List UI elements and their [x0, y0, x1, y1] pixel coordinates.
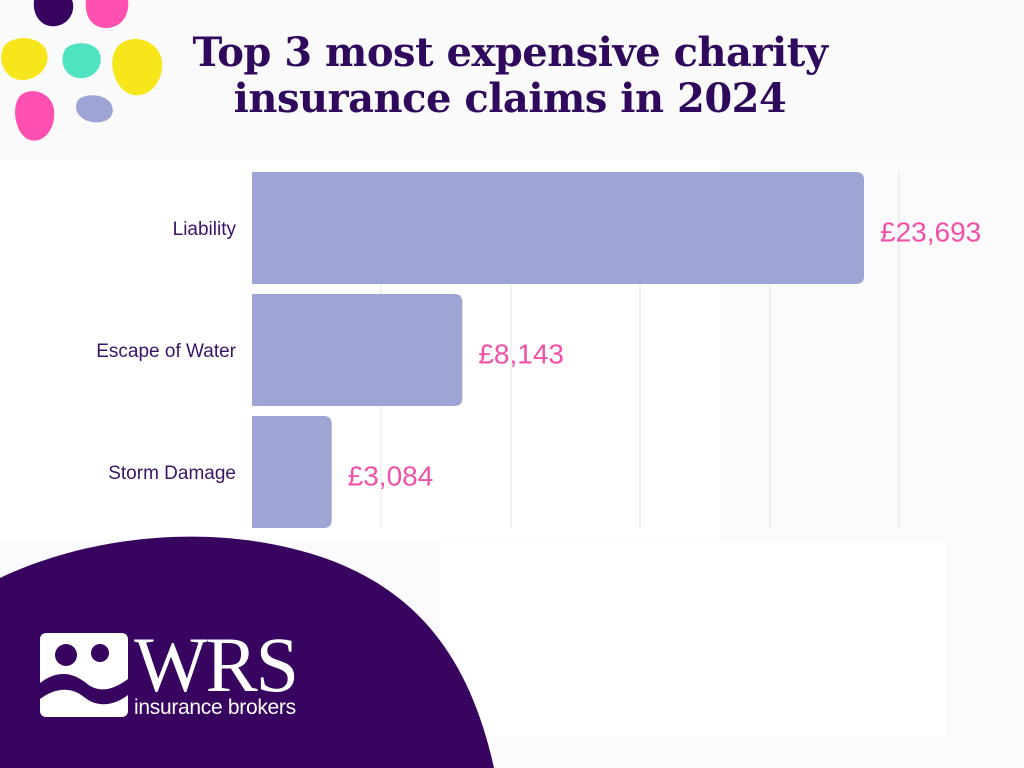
category-label: Escape of Water [96, 341, 236, 362]
confetti-blob-teal [62, 43, 101, 79]
category-label: Liability [173, 219, 237, 240]
confetti-blob-yellow [1, 38, 48, 80]
bar-liability [252, 172, 864, 284]
footer-card [440, 542, 946, 736]
value-label: £3,084 [348, 460, 434, 491]
value-label: £8,143 [478, 338, 564, 369]
bar-storm-damage [252, 416, 332, 528]
title-line-1: Top 3 most expensive charity [192, 29, 828, 76]
logo-tagline: insurance brokers [134, 696, 296, 719]
confetti-blob-pink-small [15, 91, 55, 141]
category-label: Storm Damage [108, 463, 236, 484]
confetti-blob-purple [33, 0, 74, 27]
confetti-blob-yellow-large [112, 39, 163, 96]
page-title: Top 3 most expensive charity insurance c… [150, 30, 870, 122]
logo-wordmark: WRS [134, 621, 299, 708]
bar-escape-of-water [252, 294, 463, 406]
header-band [0, 0, 1024, 160]
confetti-blob-pink [85, 0, 129, 28]
title-line-2: insurance claims in 2024 [233, 75, 787, 122]
value-label: £23,693 [880, 216, 981, 247]
confetti-decoration [1, 0, 163, 141]
confetti-blob-lavender [75, 95, 113, 123]
bar-chart: Liability £23,693 Escape of Water £8,143 Sto… [96, 172, 981, 528]
wrs-figure-wave-icon [40, 633, 128, 717]
